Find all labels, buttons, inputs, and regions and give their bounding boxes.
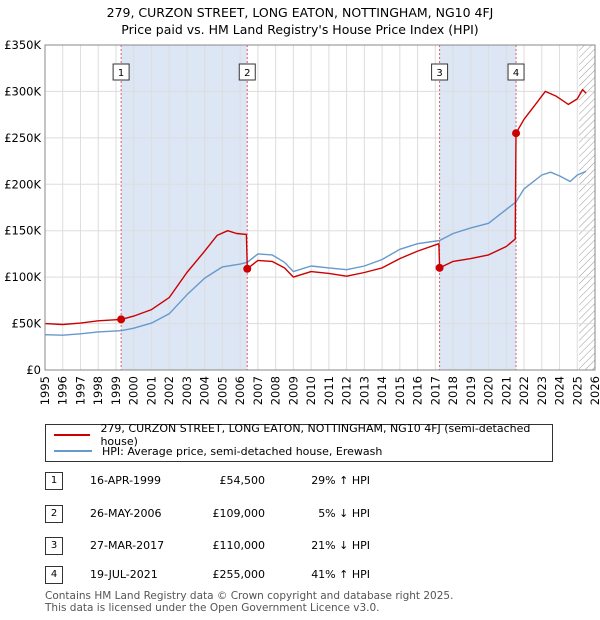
sale-marker-box [507,63,525,81]
y-tick-label: £200K [4,177,41,191]
sale-marker-box [112,63,130,81]
x-tick-label: 2004 [198,376,212,405]
transaction-hpi: 41% ↑ HPI [311,568,370,581]
transaction-date: 26-MAY-2006 [90,507,162,520]
footer-line-1: Contains HM Land Registry data © Crown c… [45,590,454,602]
x-tick-label: 2002 [162,376,176,405]
legend-swatch-hpi [54,450,92,452]
transaction-price: £109,000 [212,507,266,520]
transaction-marker: 4 [45,566,63,584]
legend-label-price: 279, CURZON STREET, LONG EATON, NOTTINGH… [100,422,531,448]
x-tick-label: 2014 [375,376,389,405]
sale-marker-label: 1 [118,68,124,79]
x-tick-label: 2020 [482,376,496,405]
x-tick-label: 2017 [428,376,442,405]
x-tick-label: 2015 [393,376,407,405]
title-line-2: Price paid vs. HM Land Registry's House … [121,22,479,37]
transaction-price: £255,000 [212,568,266,581]
transaction-date: 27-MAR-2017 [90,539,165,552]
price-chart: 1 2 3 4 £0 £50K £100K £150K £200K £250K £300K £350… [4,38,600,405]
y-tick-label: £100K [4,270,41,284]
transaction-marker: 2 [45,505,63,523]
x-tick-label: 2026 [588,376,600,405]
plot-frame [44,44,596,371]
shaded-period [439,45,517,370]
sale-marker-box [238,63,256,81]
y-tick-label: £250K [4,131,41,145]
x-tick-label: 1999 [109,376,123,405]
transaction-hpi: 29% ↑ HPI [311,474,370,487]
legend-item-price: 279, CURZON STREET, LONG EATON, NOTTINGH… [54,422,552,448]
legend-label-hpi: HPI: Average price, semi-detached house,… [102,444,383,458]
sale-point [435,263,444,272]
forecast-hatch [579,45,595,370]
sale-point [117,315,126,324]
y-tick-label: £150K [4,224,41,238]
x-tick-label: 2000 [127,376,141,405]
footer-attribution: Contains HM Land Registry data © Crown c… [45,590,453,614]
x-tick-label: 2008 [269,376,283,405]
x-tick-label: 2010 [304,376,318,405]
transaction-date: 19-JUL-2021 [90,568,158,581]
x-tick-label: 1996 [56,376,70,405]
transaction-date: 16-APR-1999 [90,474,162,487]
x-tick-label: 2025 [570,376,584,405]
transaction-price: £110,000 [212,539,266,552]
x-tick-label: 1997 [73,376,87,405]
price-paid-line [44,88,587,326]
x-tick-label: 2024 [553,376,567,405]
x-tick-label: 1998 [91,376,105,405]
transaction-hpi: 21% ↓ HPI [311,539,370,552]
x-tick-label: 2019 [464,376,478,405]
hpi-line [44,170,587,336]
x-tick-label: 2005 [215,376,229,405]
x-tick-label: 2006 [233,376,247,405]
sale-point [243,264,252,273]
y-tick-label: £0 [26,363,41,377]
shaded-period [121,45,248,370]
legend-swatch-price [54,434,91,436]
x-tick-label: 2007 [251,376,265,405]
title-line-1: 279, CURZON STREET, LONG EATON, NOTTINGH… [106,5,494,20]
x-tick-label: 2001 [144,376,158,405]
x-tick-label: 1995 [38,376,52,405]
sale-marker-label: 4 [513,68,519,79]
x-tick-label: 2011 [322,376,336,405]
x-tick-label: 2021 [499,376,513,405]
footer-line-2: This data is licensed under the Open Gov… [45,602,380,614]
x-tick-label: 2012 [340,376,354,405]
sale-marker-box [431,63,449,81]
x-tick-label: 2023 [535,376,549,405]
x-tick-label: 2018 [446,376,460,405]
x-tick-label: 2022 [517,376,531,405]
sale-marker-label: 2 [244,68,250,79]
transaction-marker: 1 [45,472,63,490]
x-tick-label: 2003 [180,376,194,405]
chart-legend: 279, CURZON STREET, LONG EATON, NOTTINGH… [45,422,553,462]
transaction-price: £54,500 [219,474,266,487]
y-tick-label: £350K [4,38,41,52]
y-tick-label: £300K [4,84,41,98]
transaction-hpi: 5% ↓ HPI [318,507,370,520]
x-tick-label: 2013 [357,376,371,405]
sale-point [512,129,521,138]
legend-item-hpi: HPI: Average price, semi-detached house,… [54,443,382,459]
transaction-marker: 3 [45,537,63,555]
x-tick-label: 2009 [286,376,300,405]
chart-title: 279, CURZON STREET, LONG EATON, NOTTINGH… [0,4,600,38]
y-tick-label: £50K [12,317,42,331]
x-tick-label: 2016 [411,376,425,405]
sale-marker-label: 3 [436,68,442,79]
